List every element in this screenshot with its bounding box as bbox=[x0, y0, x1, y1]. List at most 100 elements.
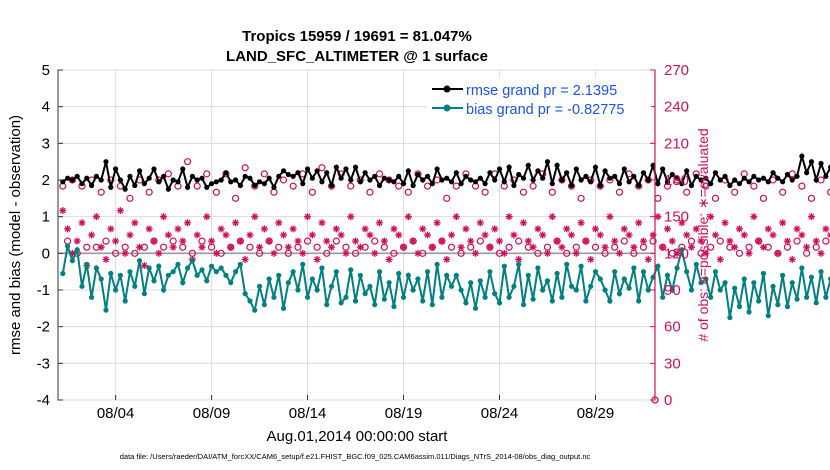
obs-evaluated-point bbox=[515, 255, 523, 263]
bias-point bbox=[261, 302, 267, 308]
bias-point bbox=[295, 287, 301, 293]
obs-evaluated-point bbox=[476, 219, 484, 227]
rmse-point bbox=[799, 153, 805, 159]
bias-point bbox=[170, 269, 176, 275]
obs-evaluated-point bbox=[212, 249, 220, 257]
bias-point bbox=[136, 258, 143, 264]
obs-evaluated-point bbox=[716, 255, 724, 263]
star-stroke bbox=[755, 238, 762, 245]
obs-evaluated-point bbox=[116, 207, 124, 215]
y-axis-left: 5 4 3 2 1 0 -1 -2 -3 -4 bbox=[37, 62, 63, 409]
rmse-point bbox=[300, 181, 306, 187]
obs-evaluated-point bbox=[265, 237, 273, 245]
bias-point bbox=[276, 272, 282, 278]
bias-point bbox=[184, 265, 191, 271]
obs-evaluated-point bbox=[740, 231, 748, 239]
star-stroke bbox=[122, 250, 129, 257]
rmse-point bbox=[573, 166, 579, 172]
star-stroke bbox=[549, 213, 556, 220]
obs-evaluated-point bbox=[611, 237, 619, 245]
obs-evaluated-point bbox=[644, 255, 652, 263]
bias-point bbox=[84, 261, 90, 267]
rmse-point bbox=[88, 182, 95, 189]
obs-possible-point bbox=[735, 249, 744, 257]
bias-point bbox=[564, 261, 570, 267]
rmse-point bbox=[352, 164, 359, 170]
rmse-point bbox=[708, 181, 714, 187]
rmse-point bbox=[588, 179, 594, 185]
bias-point bbox=[621, 276, 627, 282]
obs-possible-point bbox=[83, 243, 91, 251]
star-stroke bbox=[179, 238, 186, 245]
obs-evaluated-point bbox=[193, 231, 201, 239]
bias-point bbox=[703, 276, 709, 282]
obs-possible-point bbox=[203, 170, 211, 178]
star-stroke bbox=[462, 225, 469, 232]
star-stroke bbox=[458, 244, 465, 251]
rmse-point bbox=[415, 171, 421, 178]
obs-evaluated-point bbox=[764, 225, 772, 233]
bias-point bbox=[482, 294, 488, 300]
rmse-point bbox=[453, 170, 459, 176]
y-right-tick-label: 60 bbox=[664, 319, 681, 336]
rmse-point bbox=[228, 179, 234, 185]
obs-evaluated-point bbox=[630, 243, 638, 251]
rmse-point bbox=[434, 166, 440, 172]
rmse-point bbox=[597, 182, 603, 189]
rmse-point bbox=[429, 181, 435, 187]
star-stroke bbox=[544, 250, 551, 257]
obs-evaluated-point bbox=[443, 255, 451, 263]
bias-point bbox=[218, 265, 224, 271]
obs-possible-point bbox=[395, 182, 403, 190]
bias-point bbox=[636, 298, 642, 304]
rmse-point bbox=[506, 164, 512, 170]
rmse-point bbox=[482, 181, 488, 187]
obs-evaluated-point bbox=[433, 219, 441, 227]
star-stroke bbox=[323, 238, 330, 245]
star-stroke bbox=[93, 213, 100, 220]
y-right-tick-label: 120 bbox=[664, 245, 689, 262]
obs-evaluated-point bbox=[745, 249, 753, 257]
obs-evaluated-point bbox=[486, 243, 494, 251]
bias-point bbox=[79, 283, 85, 289]
rmse-point bbox=[717, 177, 723, 183]
bias-point bbox=[156, 263, 162, 269]
star-stroke bbox=[582, 238, 589, 245]
star-stroke bbox=[74, 238, 81, 245]
rmse-point bbox=[631, 173, 637, 179]
star-stroke bbox=[630, 244, 637, 251]
star-stroke bbox=[765, 225, 772, 232]
obs-possible-point bbox=[476, 237, 484, 245]
rmse-point bbox=[348, 177, 354, 183]
bias-point bbox=[223, 272, 229, 278]
obs-possible-point bbox=[529, 182, 537, 190]
bias-point bbox=[343, 294, 349, 300]
star-stroke bbox=[208, 238, 215, 245]
obs-evaluated-point bbox=[208, 237, 216, 245]
star-stroke bbox=[194, 232, 201, 238]
y-right-tick-label: 0 bbox=[664, 392, 672, 409]
rmse-point bbox=[660, 166, 666, 172]
obs-evaluated-point bbox=[59, 207, 67, 215]
obs-evaluated-point bbox=[251, 213, 259, 221]
star-stroke bbox=[717, 256, 724, 263]
bias-point bbox=[669, 287, 675, 293]
star-stroke bbox=[256, 244, 263, 251]
rmse-point bbox=[511, 182, 517, 189]
bias-point bbox=[698, 280, 704, 286]
rmse-point bbox=[410, 182, 416, 189]
obs-possible-point bbox=[759, 194, 768, 202]
obs-possible-point bbox=[323, 249, 331, 257]
star-stroke bbox=[127, 232, 133, 238]
obs-possible-point bbox=[750, 182, 758, 190]
bias-point bbox=[410, 287, 416, 293]
obs-possible-point bbox=[313, 243, 321, 251]
star-stroke bbox=[712, 232, 719, 238]
obs-possible-point bbox=[97, 188, 105, 196]
y-right-tick-label: 270 bbox=[664, 62, 689, 79]
obs-evaluated-point bbox=[783, 237, 791, 245]
star-stroke bbox=[357, 244, 364, 251]
bias-point bbox=[660, 294, 666, 300]
bias-point bbox=[396, 270, 402, 277]
obs-possible-point bbox=[745, 243, 753, 251]
